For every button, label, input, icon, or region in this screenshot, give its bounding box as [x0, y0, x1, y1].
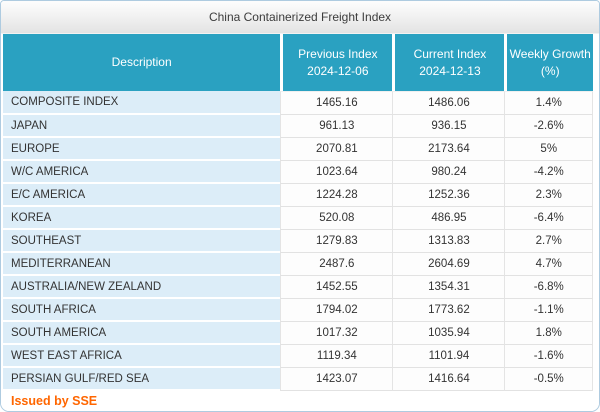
cell-growth: -6.8% [504, 276, 593, 299]
cell-current: 1416.64 [392, 368, 505, 391]
freight-index-table: Description Previous Index 2024-12-06 Cu… [3, 34, 593, 391]
page-title: China Containerized Freight Index [208, 10, 392, 24]
cell-growth: 2.3% [504, 184, 593, 207]
cell-previous: 1423.07 [280, 368, 393, 391]
column-sublabel: 2024-12-06 [307, 63, 369, 78]
cell-current: 1354.31 [392, 276, 505, 299]
table-row: EUROPE 2070.81 2173.64 5% [3, 138, 593, 161]
cell-previous: 1794.02 [280, 299, 393, 322]
cell-previous: 520.08 [280, 207, 393, 230]
cell-current: 980.24 [392, 161, 505, 184]
cell-description: JAPAN [3, 115, 281, 138]
table-row: AUSTRALIA/NEW ZEALAND 1452.55 1354.31 -6.8% [3, 276, 593, 299]
title-bar: China Containerized Freight Index [1, 1, 599, 34]
cell-description: SOUTH AFRICA [3, 299, 281, 322]
column-label: Description [111, 55, 172, 69]
cell-current: 1773.62 [392, 299, 505, 322]
table-row: KOREA 520.08 486.95 -6.4% [3, 207, 593, 230]
issued-by-label: Issued by SSE [11, 394, 98, 408]
table-row: MEDITERRANEAN 2487.6 2604.69 4.7% [3, 253, 593, 276]
cell-growth: -0.5% [504, 368, 593, 391]
column-header-weekly-growth: Weekly Growth (%) [504, 34, 593, 91]
table-row: WEST EAST AFRICA 1119.34 1101.94 -1.6% [3, 345, 593, 368]
cell-description: W/C AMERICA [3, 161, 281, 184]
column-label: Current Index [413, 46, 487, 61]
cell-previous: 1465.16 [280, 91, 393, 115]
cell-growth: -6.4% [504, 207, 593, 230]
table-row: JAPAN 961.13 936.15 -2.6% [3, 115, 593, 138]
cell-previous: 1224.28 [280, 184, 393, 207]
footer: Issued by SSE [1, 391, 599, 411]
cell-previous: 2487.6 [280, 253, 393, 276]
cell-description: MEDITERRANEAN [3, 253, 281, 276]
cell-description: PERSIAN GULF/RED SEA [3, 368, 281, 391]
cell-current: 2173.64 [392, 138, 505, 161]
table-row: SOUTH AFRICA 1794.02 1773.62 -1.1% [3, 299, 593, 322]
cell-previous: 961.13 [280, 115, 393, 138]
cell-current: 486.95 [392, 207, 505, 230]
cell-growth: 1.4% [504, 91, 593, 115]
cell-growth: 1.8% [504, 322, 593, 345]
column-header-description: Description [3, 34, 281, 91]
cell-previous: 1017.32 [280, 322, 393, 345]
cell-description: EUROPE [3, 138, 281, 161]
cell-current: 1486.06 [392, 91, 505, 115]
cell-current: 1101.94 [392, 345, 505, 368]
cell-description: WEST EAST AFRICA [3, 345, 281, 368]
cell-current: 1313.83 [392, 230, 505, 253]
cell-description: COMPOSITE INDEX [3, 91, 281, 115]
cell-growth: -4.2% [504, 161, 593, 184]
cell-growth: 4.7% [504, 253, 593, 276]
table-row: SOUTH AMERICA 1017.32 1035.94 1.8% [3, 322, 593, 345]
table-row: COMPOSITE INDEX 1465.16 1486.06 1.4% [3, 91, 593, 115]
table-row: W/C AMERICA 1023.64 980.24 -4.2% [3, 161, 593, 184]
table-row: SOUTHEAST 1279.83 1313.83 2.7% [3, 230, 593, 253]
column-sublabel: (%) [540, 63, 560, 78]
cell-previous: 1452.55 [280, 276, 393, 299]
cell-description: SOUTHEAST [3, 230, 281, 253]
table-body: COMPOSITE INDEX 1465.16 1486.06 1.4% JAPAN 96… [3, 91, 593, 391]
cell-previous: 2070.81 [280, 138, 393, 161]
column-label: Previous Index [298, 46, 378, 61]
cell-current: 2604.69 [392, 253, 505, 276]
cell-description: KOREA [3, 207, 281, 230]
column-header-current-index: Current Index 2024-12-13 [392, 34, 505, 91]
column-sublabel: 2024-12-13 [419, 63, 481, 78]
cell-current: 936.15 [392, 115, 505, 138]
cell-description: AUSTRALIA/NEW ZEALAND [3, 276, 281, 299]
cell-current: 1252.36 [392, 184, 505, 207]
cell-previous: 1279.83 [280, 230, 393, 253]
cell-description: SOUTH AMERICA [3, 322, 281, 345]
column-header-previous-index: Previous Index 2024-12-06 [280, 34, 393, 91]
table-row: E/C AMERICA 1224.28 1252.36 2.3% [3, 184, 593, 207]
cell-previous: 1023.64 [280, 161, 393, 184]
cell-growth: 5% [504, 138, 593, 161]
cell-growth: 2.7% [504, 230, 593, 253]
header-row: Description Previous Index 2024-12-06 Cu… [3, 34, 593, 91]
cell-growth: -1.1% [504, 299, 593, 322]
cell-growth: -2.6% [504, 115, 593, 138]
cell-growth: -1.6% [504, 345, 593, 368]
table-row: PERSIAN GULF/RED SEA 1423.07 1416.64 -0.5% [3, 368, 593, 391]
column-label: Weekly Growth [509, 46, 591, 61]
cell-description: E/C AMERICA [3, 184, 281, 207]
cell-current: 1035.94 [392, 322, 505, 345]
cell-previous: 1119.34 [280, 345, 393, 368]
